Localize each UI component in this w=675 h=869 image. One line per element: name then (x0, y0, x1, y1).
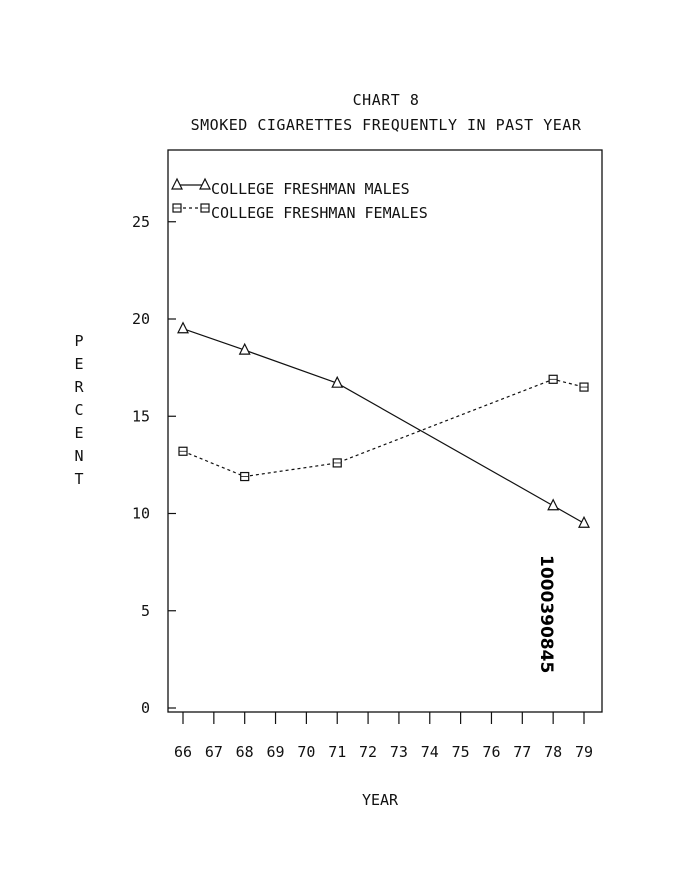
x-tick-label: 69 (267, 743, 285, 761)
chart-subtitle: SMOKED CIGARETTES FREQUENTLY IN PAST YEA… (191, 116, 582, 134)
x-tick-label: 68 (236, 743, 254, 761)
x-tick-label: 71 (328, 743, 346, 761)
y-axis-label-letter: E (74, 424, 83, 442)
data-point-males (238, 342, 251, 355)
data-point-males (331, 375, 344, 388)
legend-marker-males (171, 177, 183, 190)
x-tick-label: 66 (174, 743, 192, 761)
y-tick-label: 15 (132, 407, 150, 425)
x-tick-label: 79 (575, 743, 593, 761)
x-tick-label: 74 (421, 743, 439, 761)
x-tick-label: 73 (390, 743, 408, 761)
data-point-males (177, 321, 189, 334)
tick-layer: 66 67 68 69 70 71 72 73 74 75 76 77 78 79 0 5 10 15 20 25 (132, 213, 593, 761)
x-tick-label: 67 (205, 743, 223, 761)
legend-markers (171, 177, 211, 213)
y-tick-label: 20 (132, 310, 150, 328)
series-line-females (182, 378, 585, 478)
y-tick-label: 25 (132, 213, 150, 231)
legend-label-females: COLLEGE FRESHMAN FEMALES (211, 204, 428, 222)
y-axis-label-letter: P (74, 332, 83, 350)
series-layer (177, 321, 590, 528)
data-point-males (547, 498, 560, 511)
document-number: 1000390845 (536, 555, 556, 673)
y-tick-label: 0 (141, 699, 150, 717)
data-point-males (578, 515, 590, 528)
y-axis-label-letter: C (74, 401, 83, 419)
y-axis-label-letter: R (74, 378, 84, 396)
x-tick-label: 75 (452, 743, 470, 761)
series-line-males (182, 328, 585, 524)
x-tick-label: 72 (359, 743, 377, 761)
y-tick-label: 5 (141, 602, 150, 620)
legend: COLLEGE FRESHMAN MALES COLLEGE FRESHMAN … (171, 177, 428, 222)
y-axis-label-letter: N (74, 447, 83, 465)
legend-marker-males (199, 177, 211, 190)
y-tick-label: 10 (132, 505, 150, 523)
y-axis-label-letter: E (74, 355, 83, 373)
x-tick-label: 78 (544, 743, 562, 761)
x-tick-label: 76 (482, 743, 500, 761)
chart-title: CHART 8 (353, 91, 420, 109)
plot-frame (167, 149, 603, 713)
y-axis-label-letter: T (74, 470, 83, 488)
x-axis-label: YEAR (362, 791, 399, 809)
x-tick-label: 77 (513, 743, 531, 761)
legend-label-males: COLLEGE FRESHMAN MALES (211, 180, 410, 198)
x-tick-label: 70 (297, 743, 315, 761)
